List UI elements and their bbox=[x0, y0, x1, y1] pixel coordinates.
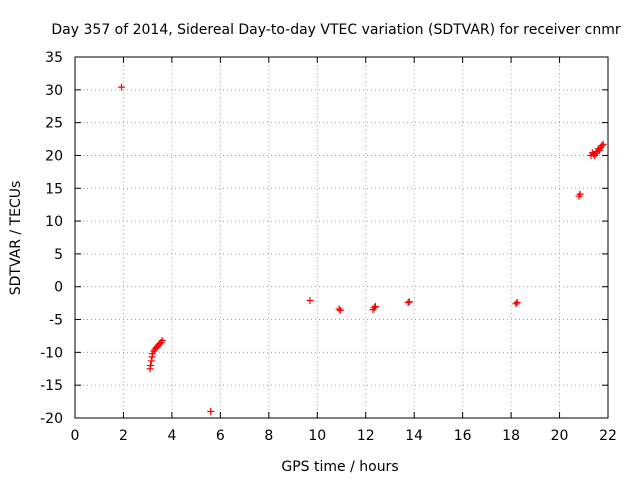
x-tick-label: 16 bbox=[454, 428, 472, 444]
y-tick-label: 35 bbox=[45, 50, 63, 66]
x-tick-label: 2 bbox=[119, 428, 128, 444]
x-tick-label: 18 bbox=[502, 428, 520, 444]
y-tick-label: 25 bbox=[45, 116, 63, 132]
x-tick-label: 20 bbox=[551, 428, 569, 444]
data-point bbox=[118, 83, 126, 91]
x-tick-label: 8 bbox=[264, 428, 273, 444]
data-point bbox=[512, 300, 520, 308]
x-axis-label: GPS time / hours bbox=[281, 459, 398, 475]
data-point bbox=[371, 302, 379, 310]
y-tick-label: -20 bbox=[40, 411, 63, 427]
y-axis-label: SDTVAR / TECUs bbox=[8, 181, 24, 296]
data-point bbox=[207, 407, 215, 415]
y-tick-label: 30 bbox=[45, 83, 63, 99]
y-tick-label: 20 bbox=[45, 148, 63, 164]
data-point bbox=[370, 304, 378, 312]
x-tick-label: 10 bbox=[308, 428, 326, 444]
x-axis-ticks: 0 2 4 6 8 10 12 14 16 18 20 22 bbox=[71, 57, 617, 444]
data-point bbox=[576, 190, 584, 198]
data-point bbox=[405, 298, 413, 306]
y-tick-label: 5 bbox=[54, 247, 63, 263]
data-point bbox=[599, 140, 607, 148]
grid-lines bbox=[75, 57, 608, 418]
data-point bbox=[306, 297, 314, 305]
plot-border bbox=[74, 56, 609, 419]
y-axis-ticks: -20 -15 -10 -5 0 5 10 15 20 25 30 35 bbox=[40, 50, 608, 427]
y-tick-label: -10 bbox=[40, 345, 63, 361]
x-tick-label: 12 bbox=[357, 428, 375, 444]
data-point bbox=[404, 298, 412, 306]
data-point bbox=[336, 306, 344, 314]
y-tick-label: -5 bbox=[49, 313, 63, 329]
data-point bbox=[147, 357, 155, 365]
y-tick-label: 15 bbox=[45, 181, 63, 197]
x-tick-label: 4 bbox=[167, 428, 176, 444]
data-point bbox=[147, 361, 155, 369]
x-tick-label: 6 bbox=[216, 428, 225, 444]
chart-title: Day 357 of 2014, Sidereal Day-to-day VTE… bbox=[51, 22, 620, 38]
y-tick-label: 10 bbox=[45, 214, 63, 230]
x-tick-label: 14 bbox=[405, 428, 423, 444]
data-point bbox=[158, 337, 166, 345]
data-point bbox=[513, 298, 521, 306]
x-tick-label: 22 bbox=[599, 428, 617, 444]
y-tick-label: -15 bbox=[40, 378, 63, 394]
x-tick-label: 0 bbox=[71, 428, 80, 444]
y-tick-label: 0 bbox=[54, 280, 63, 296]
data-points bbox=[118, 83, 607, 415]
data-point bbox=[598, 142, 606, 150]
data-point bbox=[335, 305, 343, 313]
